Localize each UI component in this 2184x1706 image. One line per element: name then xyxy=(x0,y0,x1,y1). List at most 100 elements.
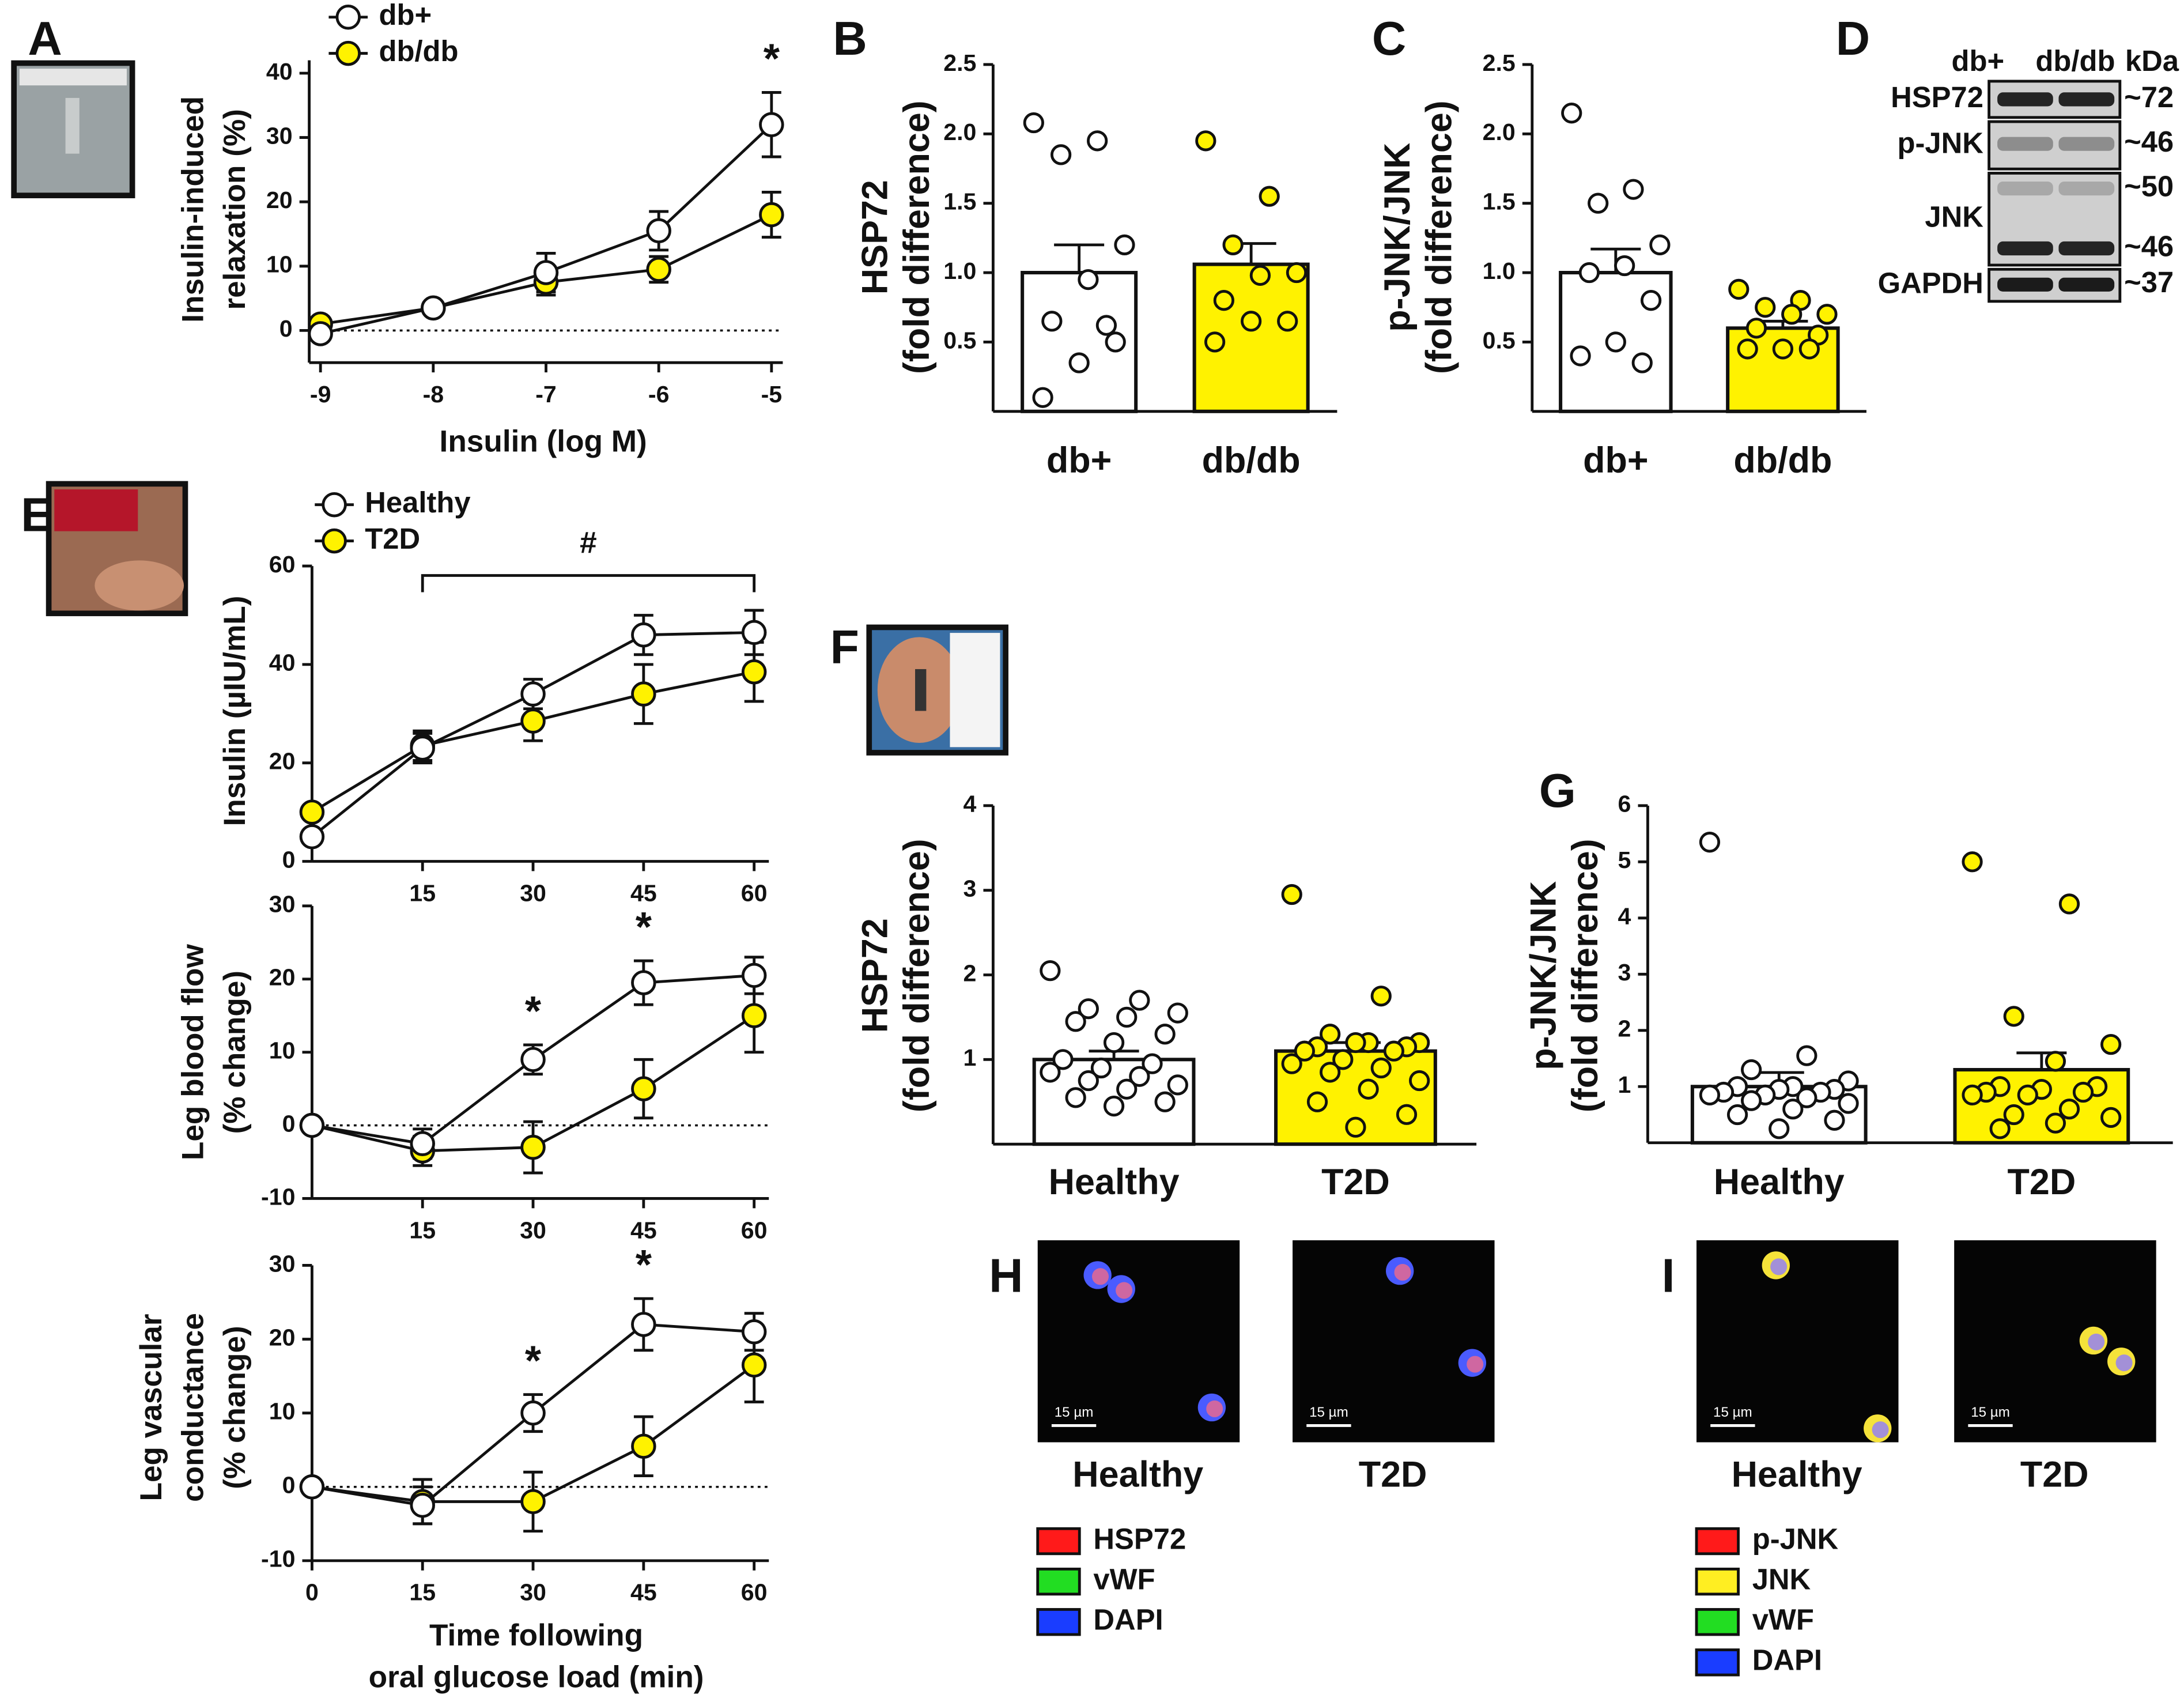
marker xyxy=(299,799,325,825)
y-tick-label: 20 xyxy=(266,187,293,213)
legend-label: DAPI xyxy=(1093,1603,1163,1636)
photo-f xyxy=(866,624,1008,756)
y-axis-label: (fold difference) xyxy=(897,839,937,1112)
legend-label: vWF xyxy=(1752,1603,1814,1636)
x-axis-label: oral glucose load (min) xyxy=(369,1660,704,1694)
data-point xyxy=(1345,1116,1366,1138)
data-point xyxy=(2045,1051,2066,1072)
data-point xyxy=(1782,1099,1804,1120)
data-point xyxy=(1816,304,1838,325)
data-point xyxy=(1798,338,1820,360)
x-tick-label: T2D xyxy=(2008,1162,2076,1202)
data-point xyxy=(1078,1070,1099,1092)
data-point xyxy=(1588,193,1609,214)
data-point xyxy=(1962,851,1983,873)
data-point xyxy=(1781,304,1803,325)
data-point xyxy=(1105,331,1126,353)
y-axis-label: relaxation (%) xyxy=(218,109,252,310)
panel-letter: I xyxy=(1662,1250,1675,1302)
row-label: HSP72 xyxy=(1891,81,1983,114)
data-point xyxy=(1740,1059,1762,1081)
y-tick-label: 2 xyxy=(963,960,977,986)
data-point xyxy=(1286,262,1308,284)
y-tick-label: 5 xyxy=(1618,847,1631,873)
marker xyxy=(631,970,656,995)
y-axis-label: (fold difference) xyxy=(897,100,937,374)
error-bar xyxy=(1054,243,1105,273)
data-point xyxy=(2003,1006,2024,1027)
size-label: ~72 xyxy=(2124,81,2174,114)
y-tick-label: 2 xyxy=(1618,1016,1631,1042)
panel-letter: F xyxy=(830,621,859,674)
data-point xyxy=(1041,311,1063,332)
y-tick-label: -10 xyxy=(261,1546,295,1572)
blot-band xyxy=(2058,277,2115,292)
x-tick-label: -8 xyxy=(423,381,444,407)
data-point xyxy=(2072,1081,2094,1103)
row-label: GAPDH xyxy=(1878,266,1983,299)
lane-label: db/db xyxy=(2035,44,2115,77)
panel-letter: A xyxy=(28,13,62,65)
size-label: ~37 xyxy=(2124,266,2174,299)
data-point xyxy=(1320,1062,1341,1083)
y-tick-label: 30 xyxy=(269,891,296,918)
y-tick-label: 60 xyxy=(269,551,296,578)
y-tick-label: 0 xyxy=(282,846,296,873)
y-tick-label: 10 xyxy=(269,1398,296,1425)
data-point xyxy=(1631,352,1653,373)
data-point xyxy=(1699,832,1721,853)
data-point xyxy=(1561,103,1582,124)
row-label: JNK xyxy=(1925,201,1983,233)
data-point xyxy=(1167,1002,1188,1024)
y-axis-label: Leg vascular xyxy=(134,1314,168,1501)
data-point xyxy=(2058,1099,2080,1120)
data-point xyxy=(1796,1045,1818,1066)
condition-label: T2D xyxy=(2020,1454,2089,1494)
y-tick-label: 20 xyxy=(269,964,296,991)
size-label: ~50 xyxy=(2124,169,2174,202)
y-tick-label: 40 xyxy=(266,58,293,85)
y-tick-label: 0 xyxy=(279,315,293,342)
data-point xyxy=(1745,318,1767,339)
marker xyxy=(741,1352,767,1378)
x-tick-label: Healthy xyxy=(1049,1162,1180,1202)
marker xyxy=(520,708,546,734)
y-tick-label: 1.0 xyxy=(1483,258,1516,284)
condition-label: Healthy xyxy=(1072,1454,1203,1494)
data-point xyxy=(1396,1104,1418,1125)
data-point xyxy=(2003,1104,2024,1126)
series-line xyxy=(320,123,773,335)
y-axis-label: HSP72 xyxy=(855,180,895,295)
legend-marker xyxy=(335,40,361,66)
data-point xyxy=(1078,998,1099,1020)
scale-label: 15 µm xyxy=(1055,1405,1094,1420)
panel-letter: G xyxy=(1539,765,1576,817)
cell-core xyxy=(2115,1354,2133,1372)
y-axis-label: HSP72 xyxy=(855,918,895,1033)
data-point xyxy=(1409,1070,1430,1092)
annotation: * xyxy=(636,1241,652,1288)
y-tick-label: 1.5 xyxy=(1483,188,1516,215)
legend-swatch xyxy=(1695,1527,1740,1556)
blot-band xyxy=(1997,137,2053,151)
data-point xyxy=(1103,1032,1125,1054)
data-point xyxy=(1623,179,1644,200)
marker xyxy=(631,1312,656,1337)
scale-label: 15 µm xyxy=(1971,1405,2010,1420)
data-point xyxy=(1154,1091,1176,1112)
legend-label: Healthy xyxy=(365,486,470,519)
data-point xyxy=(1213,290,1234,311)
legend-swatch xyxy=(1695,1608,1740,1636)
data-point xyxy=(2058,893,2080,915)
condition-label: T2D xyxy=(1359,1454,1427,1494)
scale-label: 15 µm xyxy=(1713,1405,1752,1420)
data-point xyxy=(1090,1057,1112,1079)
data-point xyxy=(1570,345,1591,367)
y-tick-label: 0.5 xyxy=(1483,327,1516,353)
data-point xyxy=(1383,1040,1404,1062)
annotation: * xyxy=(525,988,542,1035)
data-point xyxy=(1345,1032,1366,1054)
y-axis-label: Insulin-induced xyxy=(176,96,210,323)
data-point xyxy=(1142,1053,1163,1074)
x-tick-label: 30 xyxy=(520,880,546,906)
